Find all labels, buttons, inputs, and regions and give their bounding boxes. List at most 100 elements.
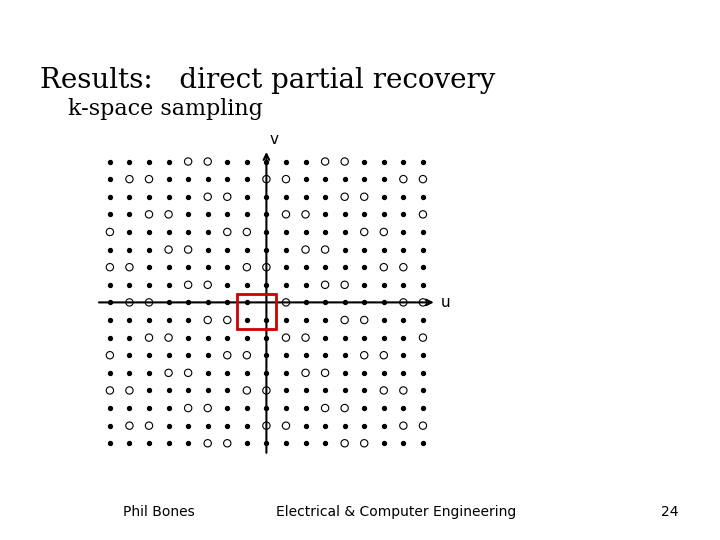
Point	[320, 228, 331, 237]
Point	[261, 351, 272, 360]
Point	[182, 439, 194, 448]
Point	[202, 439, 213, 448]
Point	[182, 263, 194, 272]
Point	[241, 351, 253, 360]
Point	[359, 316, 370, 325]
Point	[124, 439, 135, 448]
Point	[378, 439, 390, 448]
Point	[261, 192, 272, 201]
Point	[339, 280, 351, 289]
Point	[143, 351, 155, 360]
Point	[222, 210, 233, 219]
Point	[222, 351, 233, 360]
Point	[143, 245, 155, 254]
Point	[261, 333, 272, 342]
Point	[261, 175, 272, 184]
Point	[104, 404, 116, 413]
Point	[143, 368, 155, 377]
Point	[378, 280, 390, 289]
Point	[417, 351, 428, 360]
Point	[417, 368, 428, 377]
Point	[339, 245, 351, 254]
Point	[359, 192, 370, 201]
Point	[163, 175, 174, 184]
Point	[417, 175, 428, 184]
Point	[182, 210, 194, 219]
Point	[163, 280, 174, 289]
Point	[241, 263, 253, 272]
Point	[222, 439, 233, 448]
Point	[339, 351, 351, 360]
Point	[417, 404, 428, 413]
Point	[163, 245, 174, 254]
Point	[261, 386, 272, 395]
Point	[417, 192, 428, 201]
Point	[104, 368, 116, 377]
Point	[339, 421, 351, 430]
Point	[280, 210, 292, 219]
Point	[241, 421, 253, 430]
Point	[359, 298, 370, 307]
Text: Electrical & Computer Engineering: Electrical & Computer Engineering	[276, 505, 516, 519]
Text: u: u	[441, 295, 450, 310]
Point	[182, 298, 194, 307]
Point	[378, 368, 390, 377]
Point	[280, 439, 292, 448]
Point	[378, 263, 390, 272]
Point	[241, 210, 253, 219]
Point	[143, 404, 155, 413]
Point	[378, 333, 390, 342]
Point	[163, 192, 174, 201]
Point	[261, 157, 272, 166]
Point	[124, 263, 135, 272]
Point	[124, 316, 135, 325]
Point	[417, 333, 428, 342]
Point	[261, 368, 272, 377]
Point	[397, 439, 409, 448]
Point	[222, 386, 233, 395]
Point	[241, 316, 253, 325]
Point	[104, 351, 116, 360]
Point	[359, 157, 370, 166]
Point	[320, 386, 331, 395]
Point	[397, 404, 409, 413]
Point	[261, 421, 272, 430]
Point	[320, 316, 331, 325]
Point	[397, 228, 409, 237]
Point	[417, 157, 428, 166]
Point	[241, 368, 253, 377]
Point	[417, 228, 428, 237]
Point	[163, 368, 174, 377]
Point	[241, 298, 253, 307]
Point	[222, 280, 233, 289]
Point	[182, 316, 194, 325]
Point	[222, 333, 233, 342]
Point	[143, 386, 155, 395]
Point	[300, 157, 311, 166]
Point	[320, 368, 331, 377]
Point	[397, 175, 409, 184]
Point	[222, 228, 233, 237]
Point	[104, 316, 116, 325]
Point	[104, 298, 116, 307]
Point	[241, 386, 253, 395]
Point	[339, 175, 351, 184]
Point	[300, 386, 311, 395]
Point	[241, 192, 253, 201]
Point	[320, 421, 331, 430]
Point	[417, 245, 428, 254]
Point	[124, 421, 135, 430]
Point	[163, 298, 174, 307]
Point	[359, 404, 370, 413]
Point	[359, 228, 370, 237]
Point	[300, 351, 311, 360]
Point	[202, 421, 213, 430]
Point	[202, 280, 213, 289]
Point	[182, 333, 194, 342]
Point	[124, 280, 135, 289]
Point	[182, 280, 194, 289]
Point	[417, 298, 428, 307]
Point	[261, 280, 272, 289]
Point	[241, 404, 253, 413]
Point	[163, 228, 174, 237]
